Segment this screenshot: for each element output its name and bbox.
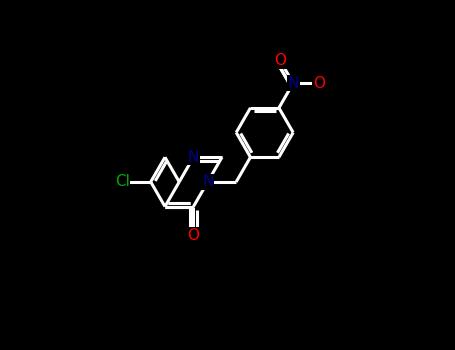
Text: N: N (188, 150, 199, 165)
Text: N: N (288, 76, 299, 91)
Text: O: O (274, 54, 286, 69)
Text: N: N (202, 174, 213, 189)
Text: Cl: Cl (115, 174, 130, 189)
Text: O: O (313, 76, 325, 91)
Text: O: O (187, 228, 199, 243)
